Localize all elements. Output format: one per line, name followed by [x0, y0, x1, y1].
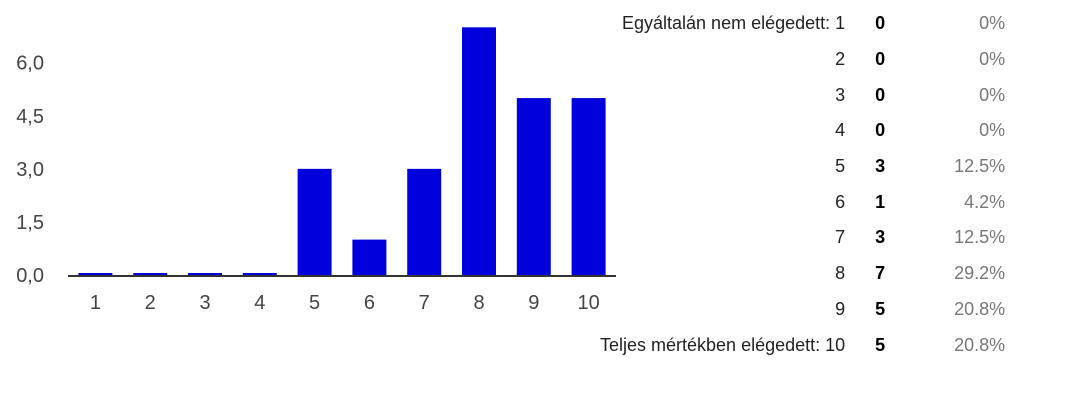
bar-5: [297, 168, 332, 275]
row-percent: 0%: [979, 49, 1006, 70]
table-row: 5 3 12.5%: [600, 149, 1005, 185]
y-tick-label: 6,0: [16, 53, 44, 75]
table-row: 2 0 0%: [600, 42, 1005, 78]
row-count: 3: [875, 156, 886, 177]
y-tick-label: 1,5: [16, 212, 44, 234]
y-tick-label: 4,5: [16, 106, 44, 128]
table-row: 9 5 20.8%: [600, 292, 1005, 328]
bar-8: [462, 27, 496, 275]
x-tick-label: 6: [364, 292, 375, 314]
x-tick-label: 5: [309, 292, 320, 314]
table-row: Teljes mértékben elégedett: 10 5 20.8%: [600, 327, 1005, 363]
table-row: 7 3 12.5%: [600, 220, 1005, 256]
row-percent: 20.8%: [954, 334, 1006, 355]
row-label: 7: [835, 227, 846, 248]
bar-2: [133, 273, 168, 275]
x-axis-tick-labels: 1 2 3 4 5 6 7 8 9 10: [90, 292, 600, 314]
row-percent: 12.5%: [954, 156, 1006, 177]
row-percent: 0%: [979, 84, 1006, 105]
row-count: 0: [875, 120, 886, 141]
row-count: 7: [875, 263, 886, 284]
row-label: 5: [835, 156, 846, 177]
bar-10: [571, 98, 606, 275]
x-tick-label: 4: [254, 292, 265, 314]
x-tick-label: 2: [145, 292, 156, 314]
bar-7: [407, 168, 442, 275]
row-label: 3: [835, 84, 846, 105]
row-label: Egyáltalán nem elégedett: 1: [622, 13, 846, 34]
row-label: Teljes mértékben elégedett: 10: [600, 334, 846, 355]
row-count: 3: [875, 227, 886, 248]
row-percent: 4.2%: [964, 191, 1006, 212]
bar-6: [352, 239, 387, 275]
row-count: 0: [875, 49, 886, 70]
x-tick-label: 1: [90, 292, 101, 314]
row-label: 2: [835, 49, 846, 70]
table-row: Egyáltalán nem elégedett: 1 0 0%: [600, 6, 1005, 42]
row-count: 0: [875, 84, 886, 105]
table-row: 6 1 4.2%: [600, 184, 1005, 220]
table-row: 4 0 0%: [600, 113, 1005, 149]
row-label: 8: [835, 263, 846, 284]
row-percent: 0%: [979, 120, 1006, 141]
x-tick-label: 8: [473, 292, 484, 314]
table-row: 8 7 29.2%: [600, 256, 1005, 292]
y-axis-tick-labels: 0,0 1,5 3,0 4,5 6,0: [16, 53, 44, 287]
row-label: 6: [835, 191, 846, 212]
x-tick-label: 7: [419, 292, 430, 314]
bar-4: [242, 273, 277, 275]
bar-3: [188, 273, 222, 275]
bar-1: [78, 273, 113, 275]
bar-chart: 0,0 1,5 3,0 4,5 6,0 1 2 3 4 5 6 7 8 9 10: [16, 27, 616, 314]
row-percent: 29.2%: [954, 263, 1006, 284]
y-tick-label: 0,0: [16, 265, 44, 287]
row-percent: 20.8%: [954, 298, 1006, 319]
row-count: 0: [875, 13, 886, 34]
row-percent: 12.5%: [954, 227, 1006, 248]
row-label: 4: [835, 120, 846, 141]
row-count: 5: [875, 298, 886, 319]
table-row: 3 0 0%: [600, 77, 1005, 113]
x-tick-label: 9: [528, 292, 539, 314]
chart-bars: [78, 27, 606, 275]
row-count: 5: [875, 334, 886, 355]
x-tick-label: 10: [577, 292, 599, 314]
row-percent: 0%: [979, 13, 1006, 34]
row-count: 1: [875, 191, 886, 212]
response-summary-table: Egyáltalán nem elégedett: 1 0 0% 2 0 0% 3 0 0% 4 0…: [600, 6, 1005, 363]
bar-9: [516, 98, 551, 275]
x-tick-label: 3: [199, 292, 210, 314]
row-label: 9: [835, 298, 846, 319]
y-tick-label: 3,0: [16, 159, 44, 181]
